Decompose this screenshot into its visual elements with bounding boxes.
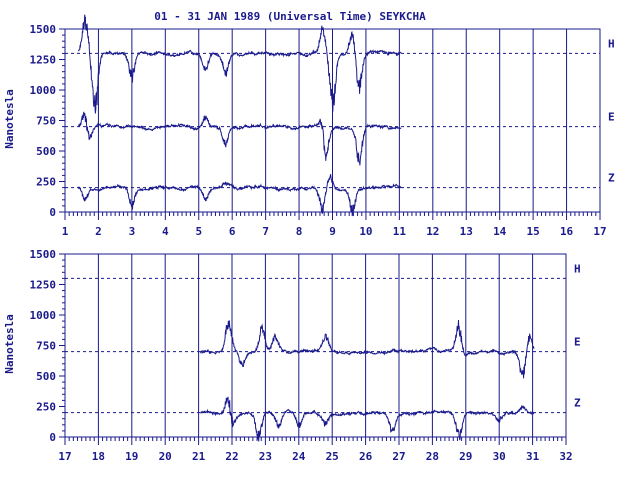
x-tick-label: 1 [62,225,69,238]
series-trace-e [199,319,535,379]
x-tick-label: 31 [526,450,540,463]
y-tick-label: 750 [36,340,56,353]
series-trace-h [78,14,402,114]
x-tick-label: 27 [392,450,405,463]
y-tick-label: 500 [36,145,56,158]
component-label-z: Z [574,397,581,410]
x-tick-label: 22 [225,450,238,463]
y-axis-label-bottom: Nanotesla [3,314,16,374]
x-tick-label: 19 [125,450,138,463]
panel-bottom-data [199,319,535,442]
x-tick-label: 15 [527,225,540,238]
component-label-h: H [574,262,581,275]
x-tick-label: 14 [493,225,507,238]
panel-top-ticks [59,28,601,220]
y-axis-label-top: Nanotesla [3,89,16,149]
y-tick-label: 500 [36,370,56,383]
series-trace-e [77,111,402,166]
x-tick-label: 23 [259,450,272,463]
x-tick-label: 30 [493,450,506,463]
panel-top-data [77,14,402,217]
component-label-z: Z [608,172,615,185]
x-tick-label: 9 [329,225,336,238]
x-tick-label: 6 [229,225,236,238]
x-tick-label: 4 [162,225,169,238]
panel-bottom-labels: H E Z 0 250 500 750 1000 1250 1500 17 18 19 20 21 22 23 2… [30,248,582,463]
panel-top-grid [64,28,601,213]
x-tick-label: 18 [92,450,105,463]
panel-bottom-grid [64,253,567,438]
y-tick-label: 1000 [30,309,57,322]
x-tick-label: 13 [460,225,473,238]
series-trace-z [200,396,535,442]
x-tick-label: 20 [159,450,172,463]
x-tick-label: 2 [95,225,102,238]
y-tick-label: 250 [36,401,56,414]
x-tick-label: 3 [129,225,136,238]
x-tick-label: 8 [296,225,303,238]
panel-bottom-ticks [59,253,567,445]
panel-bottom: Nanotesla H E Z 0 250 500 750 1000 1250 1500 17 18 1… [3,248,581,463]
x-tick-label: 17 [58,450,71,463]
x-tick-label: 28 [426,450,439,463]
component-label-e: E [608,111,615,124]
plot-frame [64,253,567,438]
component-label-h: H [608,37,615,50]
y-tick-label: 1500 [30,23,57,36]
y-tick-label: 1500 [30,248,57,261]
x-tick-label: 11 [393,225,407,238]
x-tick-label: 7 [262,225,269,238]
x-tick-label: 29 [459,450,472,463]
y-tick-label: 750 [36,115,56,128]
x-tick-label: 21 [192,450,206,463]
x-tick-label: 24 [292,450,306,463]
y-tick-label: 0 [49,431,56,444]
x-tick-label: 10 [359,225,372,238]
y-tick-label: 0 [49,206,56,219]
x-tick-label: 5 [195,225,202,238]
x-tick-label: 16 [560,225,574,238]
y-tick-label: 250 [36,176,56,189]
x-tick-label: 25 [326,450,339,463]
x-tick-label: 17 [593,225,606,238]
series-trace-z [77,174,402,217]
chart-title: 01 - 31 JAN 1989 (Universal Time) SEYKCH… [154,10,426,23]
y-tick-label: 1250 [30,279,57,292]
y-tick-label: 1000 [30,84,57,97]
x-tick-label: 26 [359,450,373,463]
component-label-e: E [574,336,581,349]
x-tick-label: 32 [559,450,572,463]
y-tick-label: 1250 [30,54,57,67]
x-tick-label: 12 [426,225,439,238]
